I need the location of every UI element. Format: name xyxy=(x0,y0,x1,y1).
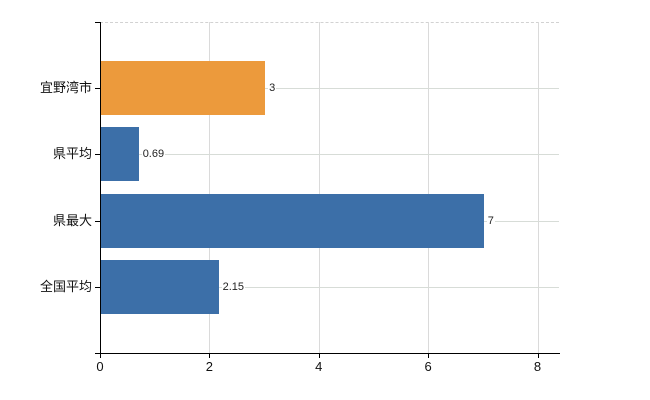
x-axis-tick xyxy=(428,354,430,358)
x-tick-label: 8 xyxy=(533,359,542,374)
plot-top-border xyxy=(100,22,559,23)
y-axis-tick xyxy=(95,287,100,288)
x-gridline xyxy=(537,22,539,353)
y-axis-bottom-tick xyxy=(95,353,100,354)
x-tick-label: 6 xyxy=(424,359,432,374)
category-label: 県最大 xyxy=(52,212,92,228)
y-axis-tick xyxy=(95,221,100,222)
x-gridline xyxy=(209,22,211,353)
x-axis-line xyxy=(100,353,560,354)
x-axis-tick xyxy=(318,354,320,358)
category-label: 宜野湾市 xyxy=(39,80,92,96)
bar xyxy=(101,193,484,248)
x-gridline xyxy=(318,22,320,353)
x-gridline xyxy=(428,22,430,353)
category-label: 全国平均 xyxy=(39,278,92,294)
y-axis-tick xyxy=(95,154,100,155)
y-gridline xyxy=(101,154,559,156)
y-gridline xyxy=(101,88,559,90)
y-axis-tick xyxy=(95,88,100,89)
x-axis-tick xyxy=(209,354,211,358)
y-axis-line xyxy=(100,22,101,354)
bar xyxy=(101,127,139,182)
x-tick-label: 4 xyxy=(315,359,323,374)
bar xyxy=(101,61,266,116)
x-axis-tick xyxy=(100,354,101,358)
x-tick-label: 2 xyxy=(205,359,213,374)
y-axis-top-tick xyxy=(95,22,100,23)
x-axis-tick xyxy=(537,354,539,358)
bar-value-label: 7 xyxy=(486,212,495,229)
category-label: 県平均 xyxy=(52,146,92,162)
bar-value-label: 2.15 xyxy=(221,278,246,295)
bar-value-label: 3 xyxy=(268,80,277,97)
x-tick-label: 0 xyxy=(96,359,104,374)
bar xyxy=(101,259,219,314)
bar-value-label: 0.69 xyxy=(141,146,166,163)
y-gridline xyxy=(101,286,559,288)
